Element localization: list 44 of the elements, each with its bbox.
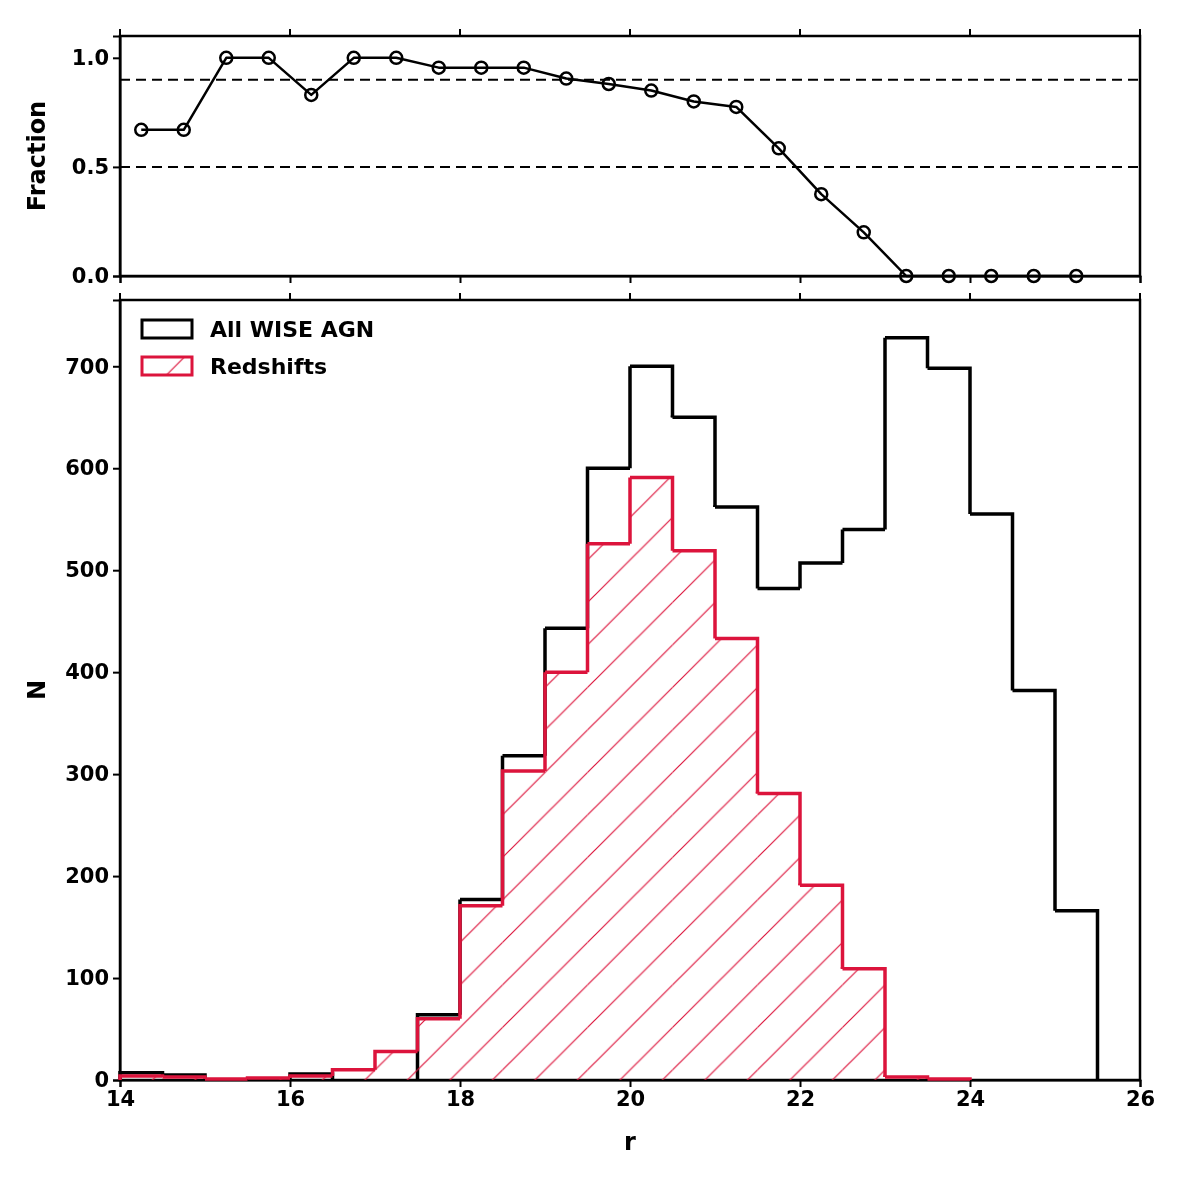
point bbox=[729, 99, 744, 115]
x-axis-title: r bbox=[624, 1128, 637, 1156]
point bbox=[431, 60, 446, 75]
point bbox=[389, 50, 404, 66]
point bbox=[899, 268, 914, 284]
point bbox=[984, 268, 999, 284]
point bbox=[346, 50, 361, 66]
y-tick-label: 0.0 bbox=[71, 264, 109, 289]
x-tick-label: 20 bbox=[615, 1086, 646, 1111]
point bbox=[941, 268, 956, 284]
point bbox=[219, 50, 234, 66]
y-tick-label: 0.5 bbox=[71, 155, 109, 180]
y-tick-label: 300 bbox=[65, 762, 109, 787]
y-tick-label: 1.0 bbox=[71, 46, 109, 71]
x-tick-label: 24 bbox=[955, 1086, 986, 1111]
point bbox=[1026, 268, 1041, 284]
point bbox=[304, 87, 319, 103]
y-tick-label: 700 bbox=[65, 354, 109, 379]
y-tick-label: 600 bbox=[65, 456, 109, 481]
y-tick-label: 100 bbox=[65, 966, 109, 991]
point bbox=[856, 225, 871, 240]
point bbox=[601, 76, 616, 92]
x-tick-label: 22 bbox=[785, 1086, 816, 1111]
point bbox=[686, 94, 701, 109]
point bbox=[474, 60, 489, 75]
point bbox=[814, 186, 829, 202]
y-axis-title: N bbox=[23, 679, 51, 701]
y-tick-label: 400 bbox=[65, 660, 109, 685]
point bbox=[1069, 268, 1084, 284]
point bbox=[644, 83, 659, 98]
point bbox=[261, 50, 276, 66]
point bbox=[516, 60, 531, 75]
x-tick-label: 16 bbox=[275, 1086, 306, 1111]
point bbox=[559, 71, 574, 86]
legend-label: All WISE AGN bbox=[210, 317, 375, 342]
point bbox=[771, 141, 786, 156]
x-tick-label: 18 bbox=[445, 1086, 476, 1111]
point bbox=[134, 122, 149, 138]
y-tick-label: 500 bbox=[65, 558, 109, 583]
point bbox=[176, 122, 191, 138]
legend-label: Redshifts bbox=[210, 354, 328, 379]
y-axis-title: Fraction bbox=[23, 100, 51, 212]
y-tick-label: 200 bbox=[65, 864, 109, 889]
x-tick-label: 26 bbox=[1125, 1086, 1156, 1111]
